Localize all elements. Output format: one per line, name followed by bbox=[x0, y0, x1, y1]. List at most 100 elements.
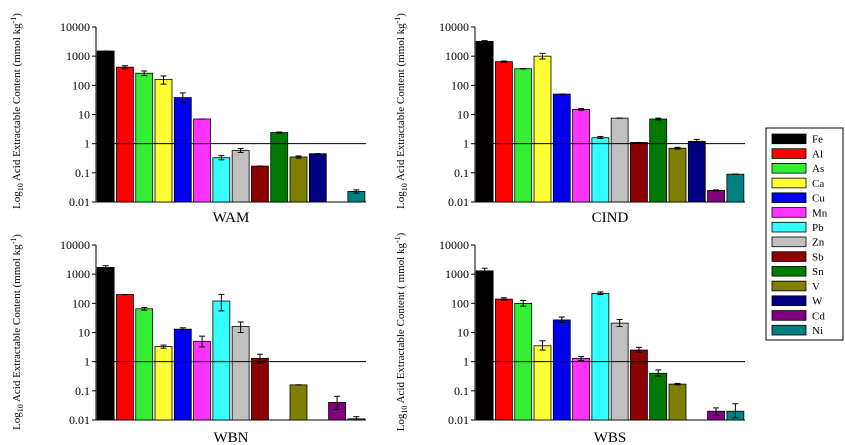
error-bar-al bbox=[121, 65, 128, 70]
bar-zn bbox=[610, 322, 629, 421]
bar-as bbox=[135, 72, 154, 203]
y-tick-label: 0.01 bbox=[448, 195, 469, 209]
bar-fe bbox=[475, 41, 494, 203]
y-tick-label: 1000 bbox=[445, 267, 469, 281]
bar-sb bbox=[630, 142, 648, 203]
legend-swatch bbox=[771, 236, 807, 248]
y-axis-label-suffix: ) bbox=[395, 13, 407, 17]
error-bar-sn bbox=[655, 117, 662, 121]
legend-label: Pb bbox=[812, 222, 824, 234]
y-tick-label: 1000 bbox=[445, 49, 469, 63]
bar-v bbox=[289, 156, 308, 203]
legend-label: Al bbox=[812, 148, 823, 160]
legend-swatch bbox=[771, 177, 807, 189]
y-axis-label: Log10 Acid Extractable Content (mmol kg-… bbox=[9, 13, 25, 209]
error-bar-as bbox=[141, 70, 148, 77]
chart-title: WBN bbox=[214, 430, 249, 445]
legend-entry-sn: Sn bbox=[771, 266, 824, 278]
y-tick-label: 100 bbox=[451, 78, 469, 92]
error-bar-cd bbox=[334, 395, 341, 410]
y-tick-label: 10000 bbox=[439, 20, 469, 34]
legend-swatch bbox=[771, 148, 807, 159]
error-bar-cu bbox=[179, 92, 186, 104]
y-tick-label: 1 bbox=[463, 355, 469, 369]
legend-entry-mn: Mn bbox=[771, 207, 828, 219]
error-bar-ni bbox=[732, 403, 739, 419]
bar-mn bbox=[193, 340, 211, 421]
bar-v bbox=[289, 384, 308, 421]
error-bar-mn bbox=[578, 108, 585, 111]
legend-swatch bbox=[771, 133, 807, 145]
bar-zn bbox=[231, 326, 250, 421]
error-bar-fe bbox=[102, 265, 109, 270]
bar-fe bbox=[96, 267, 115, 421]
bar-al bbox=[116, 66, 134, 203]
legend-swatch bbox=[771, 207, 807, 218]
y-axis-label-suffix: ) bbox=[395, 232, 407, 236]
error-bar-mn bbox=[578, 356, 585, 361]
bar-cu bbox=[552, 319, 571, 421]
y-axis-label-subscript: 10 bbox=[400, 183, 409, 191]
bar-fe bbox=[475, 270, 494, 421]
bar-cu bbox=[173, 97, 192, 203]
legend-label: Ca bbox=[812, 178, 824, 190]
y-axis-label-prefix: Log bbox=[395, 413, 407, 431]
bar-al bbox=[495, 61, 513, 203]
error-bar-as bbox=[520, 300, 527, 307]
error-bar-ni bbox=[353, 416, 360, 421]
bar-sn bbox=[649, 372, 668, 421]
error-bar-cu bbox=[558, 316, 565, 324]
bar-al bbox=[495, 298, 513, 421]
legend-swatch bbox=[771, 192, 807, 203]
bar-as bbox=[514, 68, 533, 203]
bar-mn bbox=[193, 118, 211, 203]
y-axis-label-superscript: -1 bbox=[9, 17, 18, 24]
y-axis-label-superscript: -1 bbox=[393, 236, 402, 243]
error-bar-pb bbox=[597, 136, 604, 140]
bar-cu bbox=[552, 93, 571, 203]
bar-ca bbox=[533, 55, 552, 203]
y-axis-label-suffix: ) bbox=[11, 234, 23, 238]
y-tick-label: 0.1 bbox=[454, 384, 469, 398]
bar-pb bbox=[591, 292, 610, 421]
bar-pb bbox=[591, 137, 610, 203]
error-bar-pb bbox=[597, 291, 604, 296]
error-bar-sn bbox=[276, 131, 283, 134]
bar-ca bbox=[533, 345, 552, 421]
y-axis-label-subscript: 10 bbox=[400, 406, 409, 414]
legend-swatch bbox=[771, 280, 807, 292]
bar-mn bbox=[572, 108, 590, 203]
error-bar-pb bbox=[218, 155, 225, 161]
legend-label: Fe bbox=[812, 134, 823, 146]
y-tick-label: 0.1 bbox=[75, 166, 90, 180]
chart-title: CIND bbox=[592, 210, 629, 226]
error-bar-as bbox=[141, 306, 148, 311]
y-axis-label-main: Acid Extractable Content (mmol kg bbox=[395, 23, 407, 183]
bar-ca bbox=[154, 78, 173, 203]
bar-sn bbox=[649, 118, 668, 203]
y-tick-label: 10000 bbox=[60, 238, 90, 252]
bar-as bbox=[135, 308, 154, 421]
error-bar-cd bbox=[713, 189, 720, 192]
y-tick-label: 100 bbox=[72, 296, 90, 310]
legend-label: Cd bbox=[812, 310, 825, 322]
y-tick-label: 1 bbox=[84, 137, 90, 151]
legend-label: Ni bbox=[812, 325, 823, 337]
legend-entry-cu: Cu bbox=[771, 192, 825, 205]
y-axis-label: Log10 Acid Extractable Content (mmol kg-… bbox=[393, 13, 409, 209]
legend-entry-ni: Ni bbox=[771, 324, 823, 337]
error-bar-w bbox=[693, 138, 700, 144]
y-axis-label-main: Acid Extractable Content (mmol kg bbox=[11, 23, 23, 183]
error-bar-ca bbox=[539, 52, 546, 60]
legend-label: Cu bbox=[812, 193, 825, 205]
error-bar-v bbox=[674, 382, 681, 386]
bar-w bbox=[687, 140, 706, 203]
error-bar-cu bbox=[179, 327, 186, 332]
legend-entry-sb: Sb bbox=[771, 251, 824, 263]
bar-pb bbox=[212, 157, 231, 203]
legend-label: V bbox=[812, 281, 820, 293]
error-bar-sb bbox=[256, 353, 263, 364]
